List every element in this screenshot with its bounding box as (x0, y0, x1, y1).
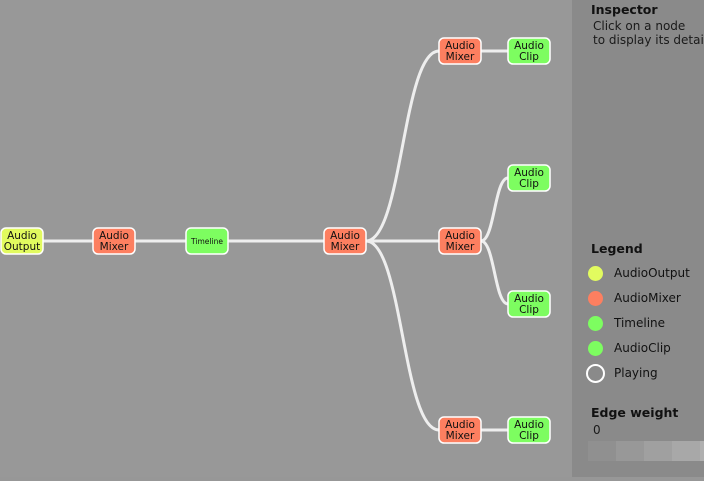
node-label: Audio (514, 293, 544, 305)
legend-item-timeline: Timeline (588, 313, 665, 333)
node-label: Mixer (331, 241, 360, 253)
node-label: Audio (445, 419, 475, 431)
legend-label: Playing (614, 366, 658, 380)
edge-weight-min: 0 (593, 423, 601, 437)
node-label: Output (4, 241, 40, 253)
inspector-hint-line1: Click on a node (593, 19, 686, 33)
node-timeline[interactable]: Timeline (185, 227, 229, 255)
legend-item-audiooutput: AudioOutput (588, 263, 690, 283)
legend-label: Timeline (614, 316, 666, 330)
node-label: Timeline (190, 237, 223, 246)
node-audioclip[interactable]: AudioClip (507, 290, 551, 318)
legend-swatch (588, 340, 603, 356)
legend-swatch (588, 290, 603, 306)
legend-label: AudioClip (614, 341, 671, 355)
node-label: Mixer (446, 51, 475, 63)
node-label: Audio (445, 40, 475, 52)
legend-swatch (588, 315, 603, 331)
legend-label: AudioMixer (614, 291, 681, 305)
edge-m4-c3 (480, 239, 509, 306)
legend-item-audioclip: AudioClip (588, 338, 671, 358)
node-audiomixer[interactable]: AudioMixer (323, 227, 367, 255)
side-panel: Inspector Click on a node to display its… (572, 0, 704, 477)
node-audioclip[interactable]: AudioClip (507, 37, 551, 65)
edge-m2-m5 (365, 239, 440, 432)
playing-ring-icon (586, 363, 605, 383)
node-label: Audio (330, 230, 360, 242)
node-label: Audio (514, 419, 544, 431)
edge-weight-gradient (588, 441, 704, 461)
node-label: Clip (519, 430, 539, 442)
node-audiomixer[interactable]: AudioMixer (92, 227, 136, 255)
node-label: Mixer (446, 430, 475, 442)
edge-m4-c2 (480, 176, 509, 243)
node-audiomixer[interactable]: AudioMixer (438, 227, 482, 255)
graph-view[interactable]: Audio Output Audio Mixer Timeline Audio Mixer A… (0, 0, 572, 477)
node-label: Audio (514, 40, 544, 52)
node-audioclip[interactable]: AudioClip (507, 416, 551, 444)
node-audiomixer[interactable]: AudioMixer (438, 416, 482, 444)
node-label: Mixer (100, 241, 129, 253)
node-label: Audio (7, 230, 37, 242)
node-label: Audio (99, 230, 129, 242)
edge-m2-m3 (365, 49, 440, 243)
node-label: Clip (519, 178, 539, 190)
node-label: Clip (519, 304, 539, 316)
legend-label: AudioOutput (614, 266, 690, 280)
node-label: Audio (445, 230, 475, 242)
node-label: Clip (519, 51, 539, 63)
node-audiomixer[interactable]: AudioMixer (438, 37, 482, 65)
legend-swatch (588, 265, 603, 281)
node-audioclip[interactable]: AudioClip (507, 164, 551, 192)
inspector-hint-line2: to display its details. (593, 33, 704, 47)
inspector-title: Inspector (591, 2, 658, 17)
edge-weight-title: Edge weight (591, 405, 679, 420)
legend-item-audiomixer: AudioMixer (588, 288, 681, 308)
node-label: Mixer (446, 241, 475, 253)
legend-title: Legend (591, 241, 643, 256)
node-audiooutput[interactable]: AudioOutput (0, 227, 44, 255)
legend-item-playing: Playing (586, 363, 658, 383)
node-label: Audio (514, 167, 544, 179)
